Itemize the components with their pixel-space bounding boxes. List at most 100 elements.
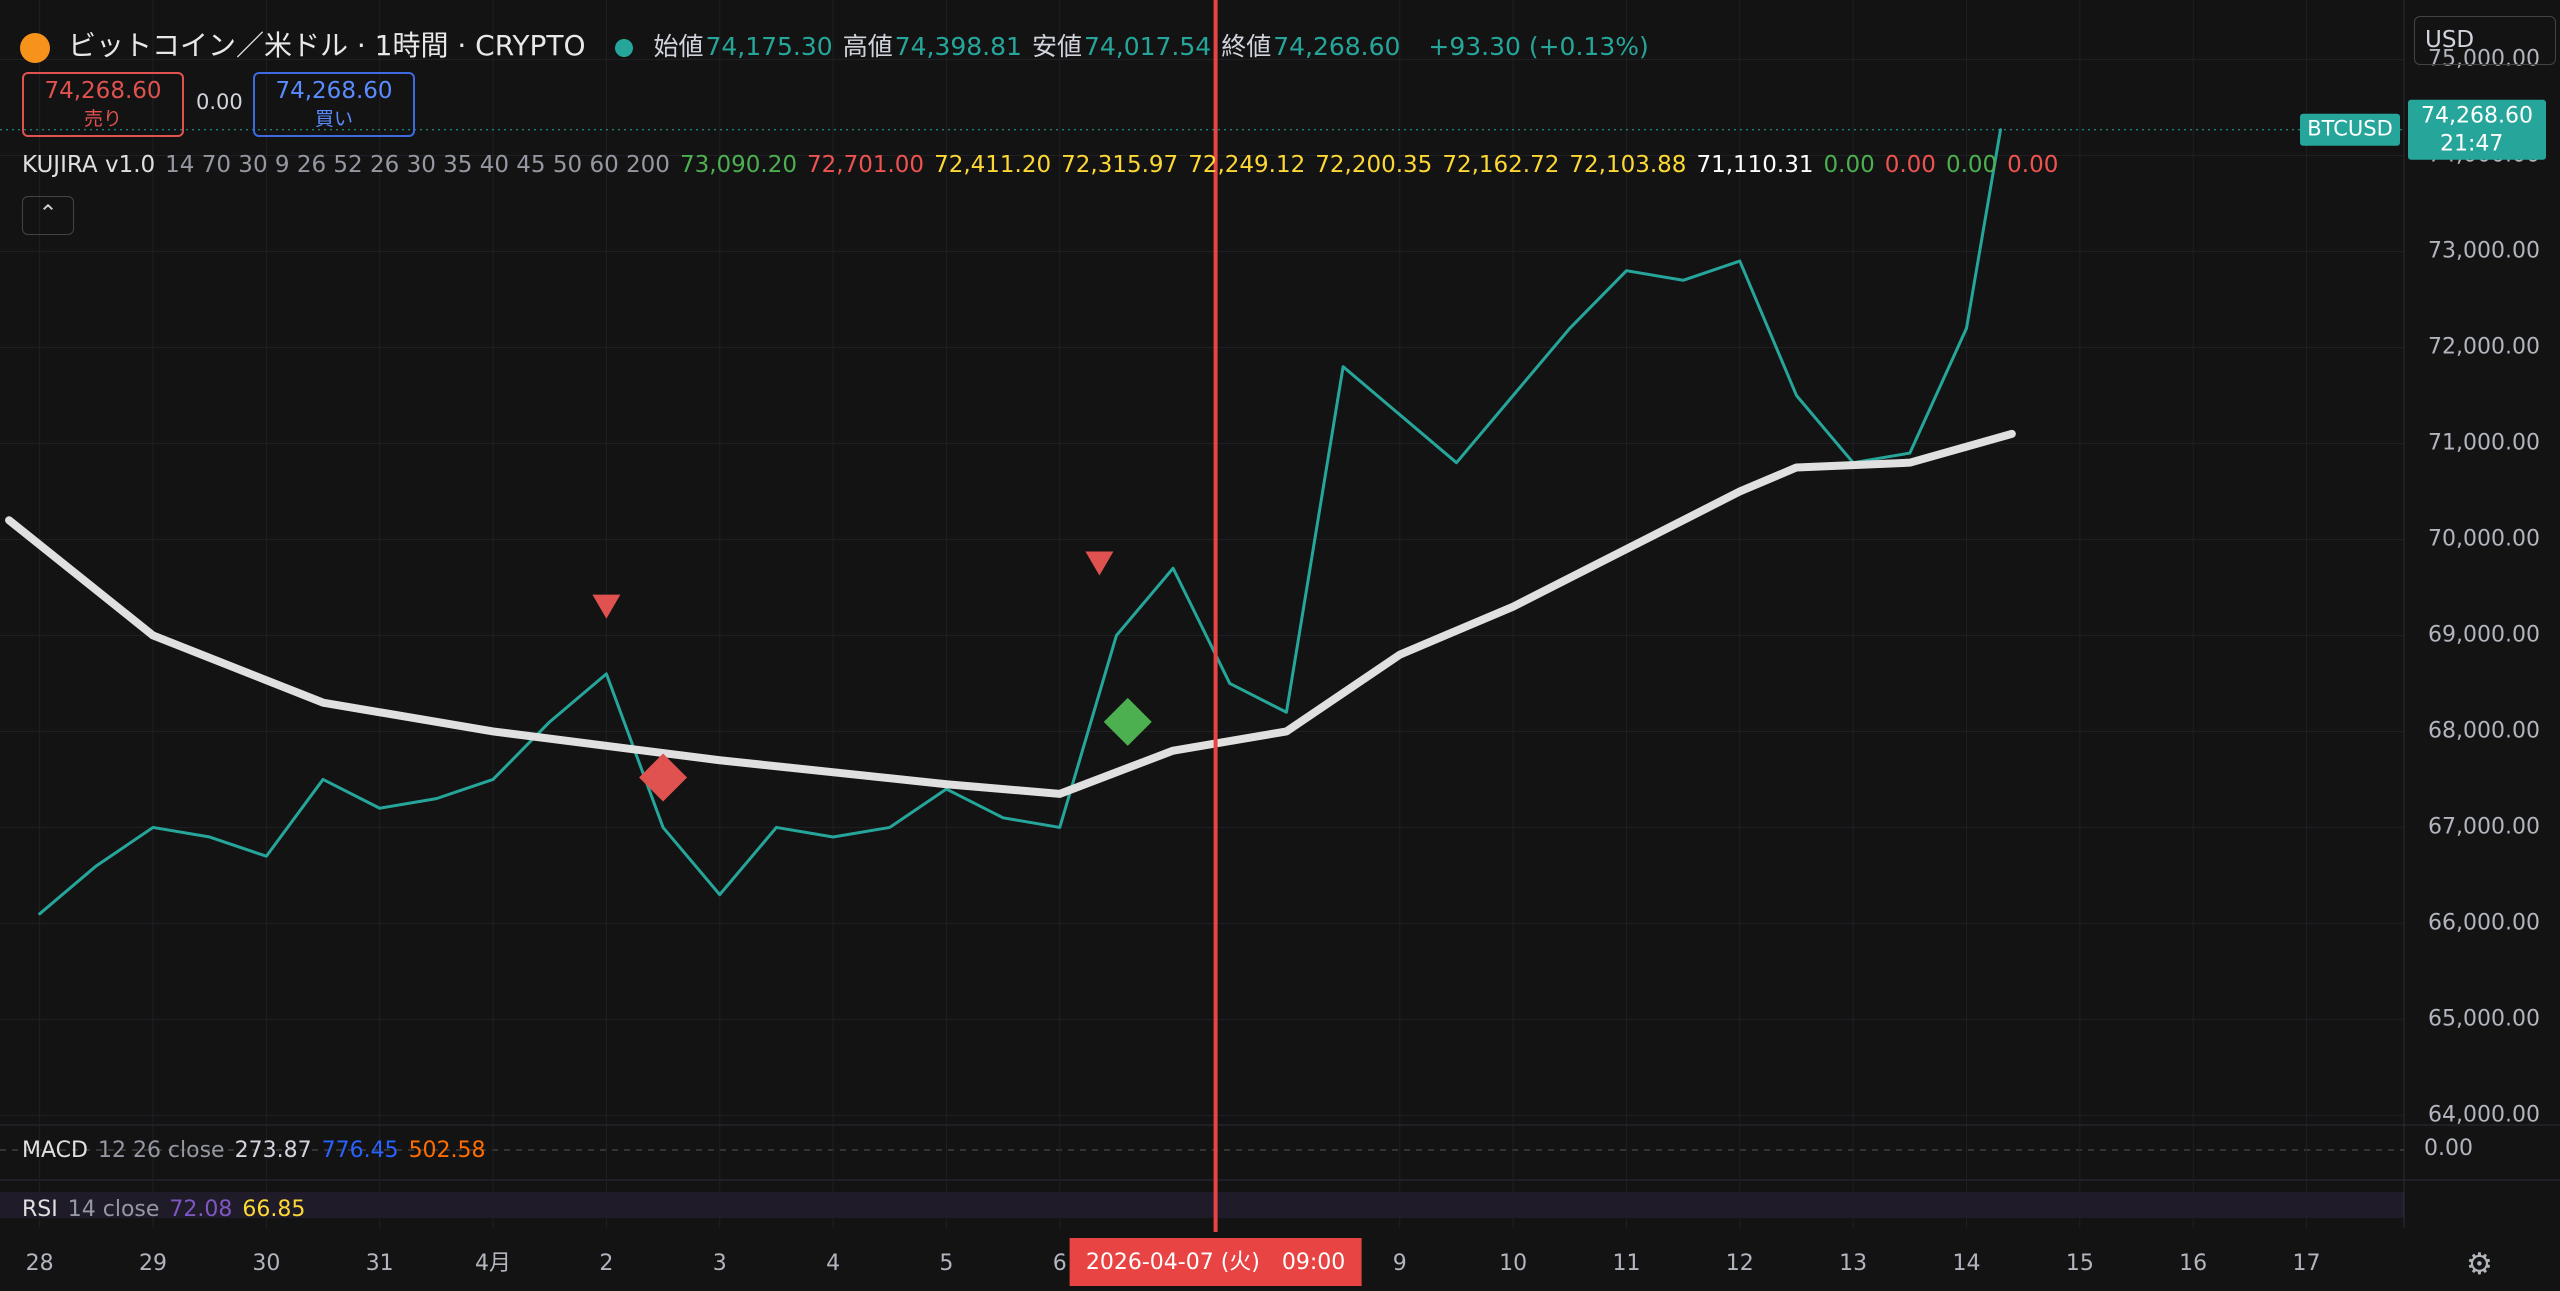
x-tick-label: 10: [1499, 1251, 1527, 1276]
buy-price: 74,268.60: [275, 78, 393, 104]
x-tick-label: 12: [1726, 1251, 1754, 1276]
indicator-value: 502.58: [408, 1138, 486, 1163]
indicator-value: 66.85: [242, 1197, 306, 1222]
price-line: [5, 429, 2016, 798]
x-tick-label: 4月: [475, 1251, 511, 1276]
indicator-value: 273.87: [234, 1138, 312, 1163]
x-tick-label: 15: [2066, 1251, 2094, 1276]
y-tick-label: 70,000.00: [2428, 526, 2540, 551]
y-tick-label: 67,000.00: [2428, 814, 2540, 839]
ohlc: 始値74,175.30 高値74,398.81 安値74,017.54 終値74,26…: [653, 32, 1410, 61]
indicator-values: 73,090.20 72,701.00 72,411.20 72,315.97 72,2…: [680, 152, 2068, 178]
price-line: [38, 128, 2002, 916]
symbol-tag-bg: [2300, 113, 2400, 146]
symbol-tag: BTCUSD: [2307, 117, 2393, 141]
indicator-value: 0.00: [2007, 152, 2059, 178]
rsi-legend: RSI 14 close 72.08 66.85: [22, 1197, 325, 1222]
x-tick-label: 3: [713, 1251, 727, 1276]
x-tick-label: 17: [2293, 1251, 2321, 1276]
macd-name: MACD: [22, 1138, 88, 1163]
last-price-bg: [2408, 99, 2546, 160]
indicator-value: 72,701.00: [807, 152, 925, 178]
y-tick-label: 66,000.00: [2428, 910, 2540, 935]
x-tick-label: 4: [826, 1251, 840, 1276]
indicator-value: 72,315.97: [1061, 152, 1179, 178]
indicator-value: 72,249.12: [1188, 152, 1306, 178]
symbol[interactable]: ビットコイン／米ドル · 1時間 · CRYPTO: [67, 29, 586, 62]
ohlc-value: 74,268.60: [1273, 32, 1401, 61]
y-tick-label: 68,000.00: [2428, 718, 2540, 743]
y-tick-label: 75,000.00: [2428, 47, 2540, 72]
x-tick-label: 13: [1839, 1251, 1867, 1276]
indicator-value: 776.45: [321, 1138, 399, 1163]
ohlc-value: 74,175.30: [705, 32, 833, 61]
kujira-legend: KUJIRA v1.0 14 70 30 9 26 52 26 30 35 40 …: [22, 152, 2078, 178]
buy-label: 買い: [314, 108, 353, 130]
y-tick-label: 69,000.00: [2428, 622, 2540, 647]
y-tick-label: 65,000.00: [2428, 1006, 2540, 1031]
macd-legend: MACD 12 26 close 273.87 776.45 502.58: [22, 1138, 506, 1163]
countdown: 21:47: [2440, 132, 2503, 157]
indicator-name[interactable]: KUJIRA v1.0: [22, 152, 156, 178]
indicator-value: 71,110.31: [1696, 152, 1814, 178]
x-tick-label: 14: [1952, 1251, 1980, 1276]
indicator-params: 14 70 30 9 26 52 26 30 35 40 45 50 60 20…: [165, 152, 670, 178]
sell-label: 売り: [83, 108, 122, 130]
x-tick-label: 31: [366, 1251, 394, 1276]
rsi-values: 72.08 66.85: [169, 1197, 315, 1222]
x-tick-label: 5: [939, 1251, 953, 1276]
indicator-value: 72,103.88: [1569, 152, 1687, 178]
coin-icon: [20, 33, 50, 63]
x-tick-label: 16: [2179, 1251, 2207, 1276]
ohlc-value: 74,398.81: [894, 32, 1022, 61]
ohlc-label: 始値: [653, 32, 704, 61]
y-tick-label: 64,000.00: [2428, 1102, 2540, 1127]
change: +93.30 (+0.13%): [1428, 32, 1649, 61]
x-tick-label: 11: [1612, 1251, 1640, 1276]
macd-zero-label: 0.00: [2424, 1136, 2473, 1161]
indicator-value: 73,090.20: [679, 152, 797, 178]
y-tick-label: 73,000.00: [2428, 238, 2540, 263]
x-tick-label: 6: [1053, 1251, 1067, 1276]
rsi-name: RSI: [22, 1197, 58, 1222]
indicator-value: 0.00: [1823, 152, 1875, 178]
x-tick-label: 28: [26, 1251, 54, 1276]
spread: 0.00: [196, 90, 243, 114]
ohlc-label: 高値: [842, 32, 893, 61]
last-price-label: 74,268.60: [2421, 104, 2533, 129]
macd-params: 12 26 close: [97, 1138, 225, 1163]
currency-select[interactable]: USD: [2414, 16, 2556, 65]
crosshair-label-bg: [1069, 1238, 1362, 1286]
indicator-value: 72,200.35: [1315, 152, 1433, 178]
signal-marker: [1103, 697, 1152, 746]
x-tick-label: 30: [252, 1251, 280, 1276]
signal-marker: [1085, 551, 1114, 576]
indicator-value: 72,411.20: [934, 152, 1052, 178]
ohlc-label: 終値: [1221, 32, 1272, 61]
indicator-value: 72.08: [169, 1197, 233, 1222]
rsi-band: [0, 1192, 2404, 1218]
y-tick-label: 71,000.00: [2428, 430, 2540, 455]
ohlc-label: 安値: [1031, 32, 1082, 61]
x-tick-label: 2: [599, 1251, 613, 1276]
ohlc-value: 74,017.54: [1083, 32, 1212, 61]
macd-values: 273.87 776.45 502.58: [235, 1138, 496, 1163]
indicator-value: 72,162.72: [1442, 152, 1560, 178]
header: ビットコイン／米ドル · 1時間 · CRYPTO 始値74,175.30 高値7…: [20, 24, 1659, 64]
indicator-value: 0.00: [1884, 152, 1936, 178]
buy-button[interactable]: 74,268.60 買い: [253, 72, 415, 137]
status-dot: [615, 39, 634, 57]
y-tick-label: 72,000.00: [2428, 334, 2540, 359]
sell-price: 74,268.60: [44, 78, 162, 104]
rsi-params: 14 close: [67, 1197, 160, 1222]
sell-button[interactable]: 74,268.60 売り: [22, 72, 184, 137]
settings-icon[interactable]: ⚙: [2466, 1247, 2493, 1282]
x-tick-label: 29: [139, 1251, 167, 1276]
signal-marker: [639, 753, 688, 802]
crosshair-label: 2026-04-07 (火) 09:00: [1086, 1250, 1345, 1275]
x-tick-label: 9: [1393, 1251, 1407, 1276]
collapse-button[interactable]: ⌃: [22, 196, 74, 235]
signal-marker: [592, 594, 621, 619]
